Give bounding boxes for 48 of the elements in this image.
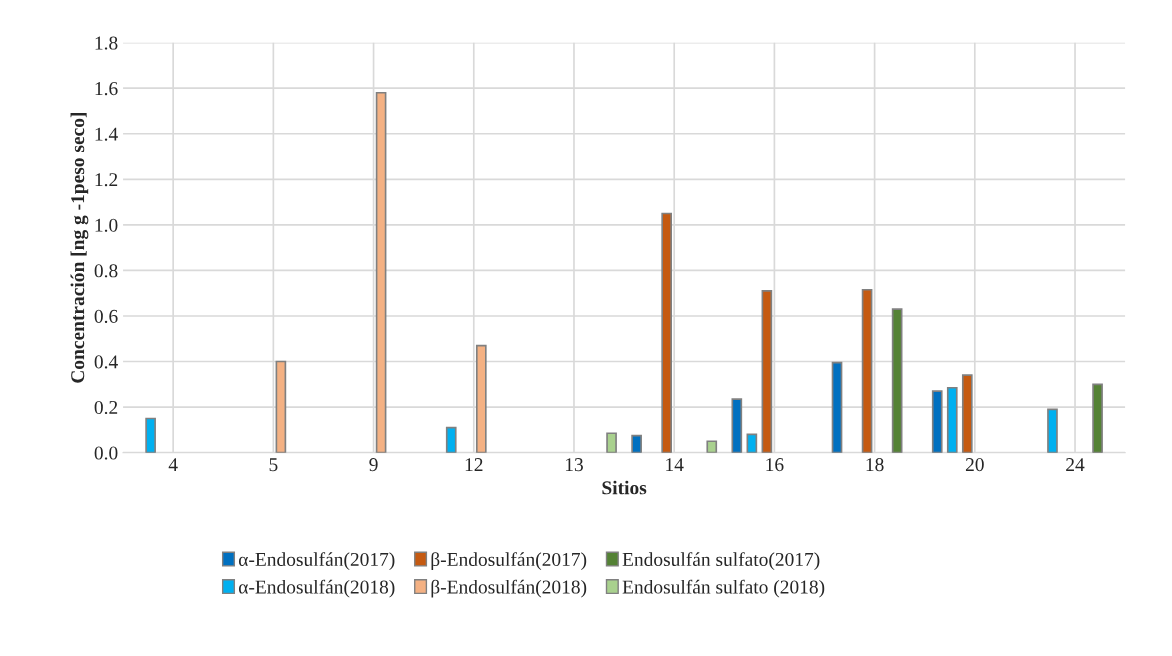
x-tick-label: 12 xyxy=(465,458,483,471)
bar xyxy=(445,426,457,453)
bar xyxy=(375,91,387,453)
y-tick-label: 1.0 xyxy=(95,218,118,232)
bar xyxy=(606,432,617,453)
bar xyxy=(1092,383,1103,453)
legend-label: Endosulfán sulfato(2017) xyxy=(622,552,820,570)
bar xyxy=(831,361,843,453)
x-tick-label: 4 xyxy=(168,458,178,471)
y-axis-title: Concentración [ng g -1peso seco] xyxy=(70,112,89,383)
bar xyxy=(861,288,873,453)
x-tick-label: 9 xyxy=(369,458,378,472)
y-tick-label: 1.4 xyxy=(95,127,118,141)
bar xyxy=(931,390,943,453)
legend-label: β-Endosulfán(2017) xyxy=(431,552,587,570)
x-tick-label: 14 xyxy=(666,458,684,471)
x-axis-title: Sitios xyxy=(602,480,647,495)
y-tick-label: 0.8 xyxy=(94,264,118,278)
bar xyxy=(946,386,958,453)
bar xyxy=(761,290,773,453)
y-tick-label: 1.6 xyxy=(95,82,118,96)
bar xyxy=(961,374,973,453)
y-tick-label: 0.4 xyxy=(94,355,118,369)
bar xyxy=(746,433,758,453)
bar xyxy=(731,398,743,453)
x-tick-label: 5 xyxy=(269,458,278,472)
legend-label: α-Endosulfán(2018) xyxy=(238,579,395,598)
bar xyxy=(631,434,642,453)
legend-label: β-Endosulfán(2018) xyxy=(431,579,587,598)
bar xyxy=(1047,408,1058,453)
y-tick-label: 1.8 xyxy=(95,36,118,50)
y-tick-label: 0.6 xyxy=(94,309,118,323)
bar xyxy=(661,212,673,453)
x-tick-label: 16 xyxy=(766,458,784,472)
bar xyxy=(706,440,718,453)
legend-label: α-Endosulfán(2017) xyxy=(238,552,395,570)
x-tick-label: 18 xyxy=(866,458,884,472)
bar xyxy=(891,308,903,453)
x-tick-label: 20 xyxy=(965,458,984,472)
x-tick-label: 24 xyxy=(1066,458,1085,471)
legend-label: Endosulfán sulfato (2018) xyxy=(622,579,825,598)
bar xyxy=(145,417,156,453)
y-tick-label: 0.2 xyxy=(94,400,118,415)
y-tick-label: 1.2 xyxy=(95,173,118,187)
bar xyxy=(275,360,287,453)
bar xyxy=(475,344,487,453)
y-tick-label: 0.0 xyxy=(94,446,118,460)
x-tick-label: 13 xyxy=(565,458,583,472)
